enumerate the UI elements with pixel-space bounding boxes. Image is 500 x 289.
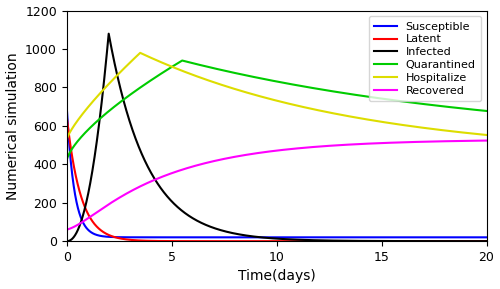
Line: Hospitalize: Hospitalize <box>66 53 486 139</box>
Legend: Susceptible, Latent, Infected, Quarantined, Hospitalize, Recovered: Susceptible, Latent, Infected, Quarantin… <box>368 16 481 101</box>
Recovered <box>430 140 436 143</box>
Latent <box>64 114 70 118</box>
Susceptible <box>136 236 142 239</box>
Quarantined <box>136 86 142 90</box>
Recovered <box>112 199 117 202</box>
Susceptible <box>368 236 374 239</box>
X-axis label: Time(days): Time(days) <box>238 269 316 284</box>
Hospitalize <box>112 76 117 80</box>
Quarantined <box>484 109 490 113</box>
Latent <box>136 239 142 242</box>
Quarantined <box>64 159 70 162</box>
Latent <box>430 239 436 243</box>
Recovered <box>136 185 142 188</box>
Recovered <box>484 139 490 142</box>
Y-axis label: Numerical simulation: Numerical simulation <box>6 52 20 200</box>
Susceptible <box>224 236 230 239</box>
Recovered <box>224 156 230 160</box>
Recovered <box>243 153 249 157</box>
Susceptible <box>484 236 490 239</box>
Infected <box>136 147 142 151</box>
Susceptible <box>476 236 482 239</box>
Hospitalize <box>243 90 249 94</box>
Infected <box>64 239 70 243</box>
Hospitalize <box>430 127 436 131</box>
Latent <box>475 239 481 243</box>
Susceptible <box>430 236 436 239</box>
Quarantined <box>179 59 185 62</box>
Infected <box>106 32 112 36</box>
Hospitalize <box>64 138 70 141</box>
Hospitalize <box>484 133 490 137</box>
Line: Infected: Infected <box>66 34 486 241</box>
Line: Recovered: Recovered <box>66 140 486 230</box>
Latent <box>484 239 490 243</box>
Infected <box>430 239 436 243</box>
Latent <box>224 239 230 243</box>
Recovered <box>475 139 481 142</box>
Line: Susceptible: Susceptible <box>66 107 486 237</box>
Quarantined <box>430 103 436 107</box>
Hospitalize <box>137 51 143 55</box>
Line: Latent: Latent <box>66 116 486 241</box>
Line: Quarantined: Quarantined <box>66 60 486 160</box>
Quarantined <box>243 74 249 77</box>
Susceptible <box>64 105 70 108</box>
Susceptible <box>243 236 249 239</box>
Infected <box>484 239 490 243</box>
Infected <box>243 234 249 237</box>
Latent <box>112 235 117 239</box>
Quarantined <box>225 70 231 73</box>
Quarantined <box>476 108 482 112</box>
Quarantined <box>112 105 117 108</box>
Latent <box>243 239 249 243</box>
Infected <box>225 230 231 234</box>
Hospitalize <box>225 85 231 88</box>
Recovered <box>64 228 70 231</box>
Susceptible <box>112 235 117 239</box>
Infected <box>112 62 117 66</box>
Infected <box>476 239 482 243</box>
Hospitalize <box>476 132 482 136</box>
Hospitalize <box>136 52 142 55</box>
